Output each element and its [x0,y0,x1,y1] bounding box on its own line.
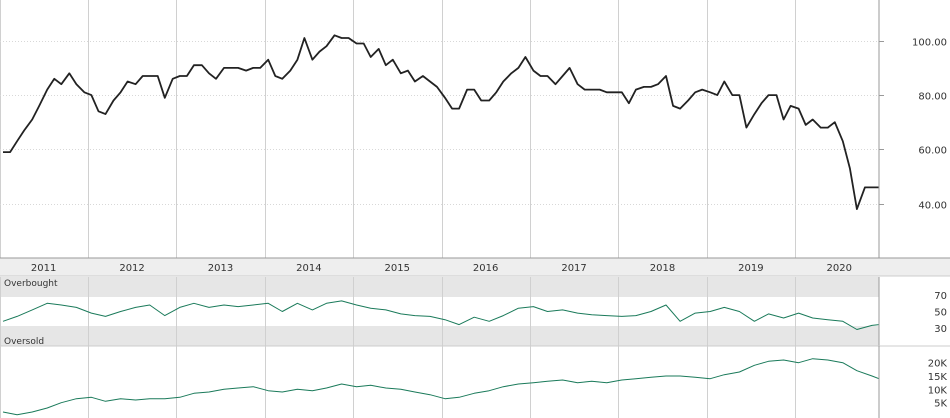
oscillator-line [2,300,880,330]
volume-y-tick-label: 10K [928,385,948,396]
volume-y-tick-label: 20K [928,359,948,370]
price-series [3,34,879,210]
oversold-zone [0,326,879,346]
oscillator-y-tick-label: 30 [934,324,947,335]
price-y-tick-label: 60.00 [918,146,947,157]
x-tick-label: 2014 [296,263,321,274]
x-tick-label: 2013 [208,263,233,274]
price-y-tick-label: 100.00 [912,38,947,49]
oscillator-y-tick-label: 70 [934,291,947,302]
x-tick-label: 2020 [827,263,852,274]
oscillator-series [2,300,880,330]
volume-y-tick-label: 5K [934,399,947,410]
x-tick-label: 2016 [473,263,498,274]
oscillator-y-axis: 70 50 30 [934,291,947,335]
price-y-tick-label: 80.00 [918,92,947,103]
x-tick-label: 2012 [119,263,144,274]
volume-series [2,358,880,416]
x-tick-label: 2019 [738,263,763,274]
oscillator-panel: Overbought Oversold 70 50 30 [0,277,947,347]
overbought-label: Overbought [4,279,58,289]
price-y-tick-label: 40.00 [918,201,947,212]
volume-y-axis: 20K 15K 10K 5K [928,359,948,410]
x-tick-label: 2015 [385,263,410,274]
overbought-zone [0,277,879,297]
x-tick-label: 2011 [31,263,56,274]
x-axis-ticks: 2011 2012 2013 2014 2015 2016 2017 2018 2019 2020 [31,263,852,274]
volume-y-tick-label: 15K [928,372,948,383]
volume-line [2,358,880,416]
x-tick-label: 2017 [561,263,586,274]
price-y-axis: 40.00 60.00 80.00 100.00 [879,38,947,212]
oscillator-y-tick-label: 50 [934,308,947,319]
oversold-label: Oversold [4,337,44,347]
price-line [3,34,879,210]
volume-gridlines [0,346,796,418]
price-panel-background [0,0,879,258]
price-panel: 40.00 60.00 80.00 100.00 [0,0,947,258]
x-axis-band [0,258,950,276]
x-axis: 2011 2012 2013 2014 2015 2016 2017 2018 2019 2020 [0,257,950,277]
oscillator-gridlines [0,277,796,346]
x-tick-label: 2018 [650,263,675,274]
volume-panel: 20K 15K 10K 5K [0,345,950,418]
